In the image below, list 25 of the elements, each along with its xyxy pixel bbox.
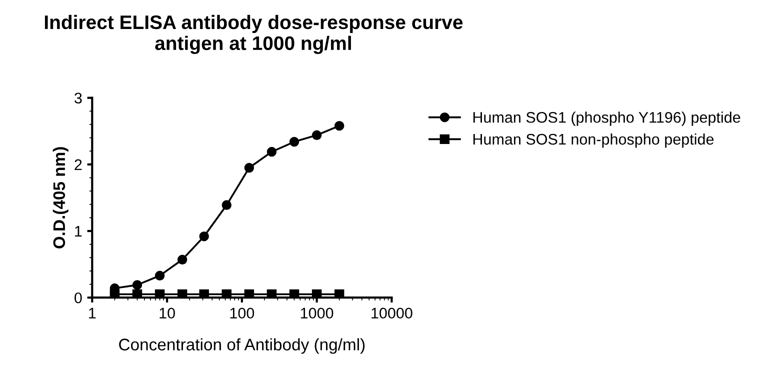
x-tick-label: 1	[89, 308, 96, 318]
point	[266, 146, 277, 157]
y-tick-label: 2	[74, 159, 82, 170]
x-tick-label: 1000	[300, 308, 334, 319]
legend-label: Human SOS1 (phospho Y1196) peptide	[473, 112, 740, 126]
x-tick-label: 10000	[372, 308, 412, 319]
y-tick-label: 1	[75, 226, 82, 237]
y-axis-title: O.D.(405 nm)	[52, 147, 68, 248]
point	[177, 254, 188, 265]
point	[222, 200, 232, 210]
point	[334, 120, 344, 131]
y-tick-label: 3	[74, 92, 82, 104]
point	[154, 270, 165, 280]
point	[199, 231, 209, 242]
point	[199, 289, 209, 298]
point	[289, 136, 300, 147]
x-tick-label: 100	[230, 308, 254, 319]
point	[312, 130, 322, 140]
x-tick-label: 10	[160, 308, 175, 319]
chart-title: Indirect ELISA antibody dose-response curve antigen at 1000 ng/ml	[44, 14, 463, 54]
legend-label: Human SOS1 non-phospho peptide	[473, 133, 714, 148]
point	[132, 280, 142, 290]
y-tick-label: 0	[74, 292, 82, 304]
point	[244, 162, 254, 173]
x-axis-title: Concentration of Antibody (ng/ml)	[119, 338, 365, 354]
